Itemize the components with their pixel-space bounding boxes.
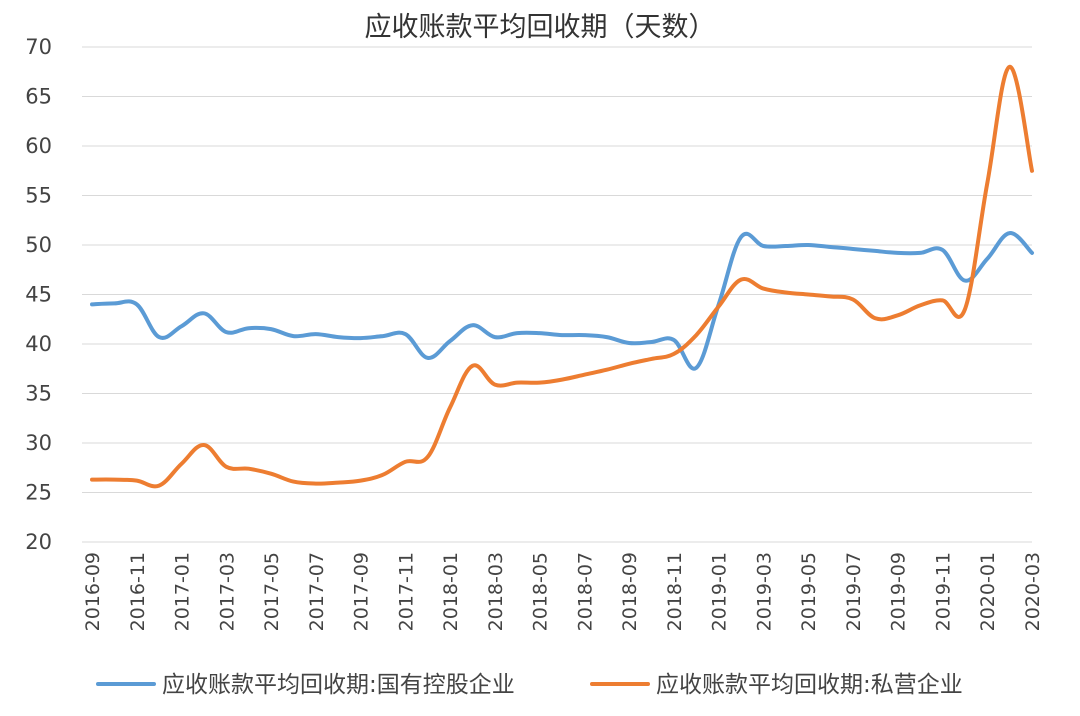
x-tick-label: 2018-05 — [530, 552, 552, 631]
y-tick-label: 45 — [25, 283, 52, 307]
y-tick-label: 20 — [25, 530, 52, 554]
x-tick-label: 2017-09 — [351, 552, 373, 631]
x-tick-label: 2017-11 — [395, 552, 417, 631]
legend: 应收账款平均回收期:国有控股企业 应收账款平均回收期:私营企业 — [96, 672, 963, 698]
legend-label-0: 应收账款平均回收期:国有控股企业 — [162, 672, 515, 698]
y-tick-label: 55 — [25, 184, 52, 208]
x-tick-label: 2019-07 — [843, 552, 865, 631]
y-tick-label: 25 — [25, 481, 52, 505]
x-tick-label: 2019-09 — [888, 552, 910, 631]
x-tick-label: 2016-09 — [82, 552, 104, 631]
x-tick-label: 2017-07 — [306, 552, 328, 631]
x-tick-label: 2017-01 — [172, 552, 194, 631]
y-tick-label: 50 — [25, 233, 52, 257]
series-line-1 — [90, 64, 1034, 489]
x-tick-label: 2018-09 — [619, 552, 641, 631]
y-tick-label: 60 — [25, 134, 52, 158]
x-axis-ticks: 2016-09 2016-11 2017-01 2017-03 2017-05 2017-… — [82, 552, 1044, 631]
x-tick-label: 2019-11 — [932, 552, 954, 631]
x-tick-label: 2020-03 — [1022, 552, 1044, 631]
grid-lines — [82, 46, 1032, 543]
y-axis-ticks: 20 25 30 35 40 45 50 55 60 65 70 — [25, 35, 52, 554]
x-tick-label: 2020-01 — [977, 552, 999, 631]
x-tick-label: 2018-07 — [574, 552, 596, 631]
x-tick-label: 2018-03 — [485, 552, 507, 631]
y-tick-label: 65 — [25, 85, 52, 109]
series-lines — [90, 64, 1034, 489]
x-tick-label: 2019-01 — [709, 552, 731, 631]
x-tick-label: 2016-11 — [127, 552, 149, 631]
legend-label-1: 应收账款平均回收期:私营企业 — [656, 672, 963, 698]
x-tick-label: 2018-11 — [664, 552, 686, 631]
series-line-0 — [90, 231, 1034, 371]
x-tick-label: 2019-03 — [753, 552, 775, 631]
chart-title: 应收账款平均回收期（天数） — [365, 12, 716, 43]
x-tick-label: 2017-03 — [216, 552, 238, 631]
x-tick-label: 2019-05 — [798, 552, 820, 631]
x-tick-label: 2018-01 — [440, 552, 462, 631]
y-tick-label: 70 — [25, 35, 52, 59]
x-tick-label: 2017-05 — [261, 552, 283, 631]
y-tick-label: 30 — [25, 431, 52, 455]
y-tick-label: 40 — [25, 332, 52, 356]
y-tick-label: 35 — [25, 382, 52, 406]
